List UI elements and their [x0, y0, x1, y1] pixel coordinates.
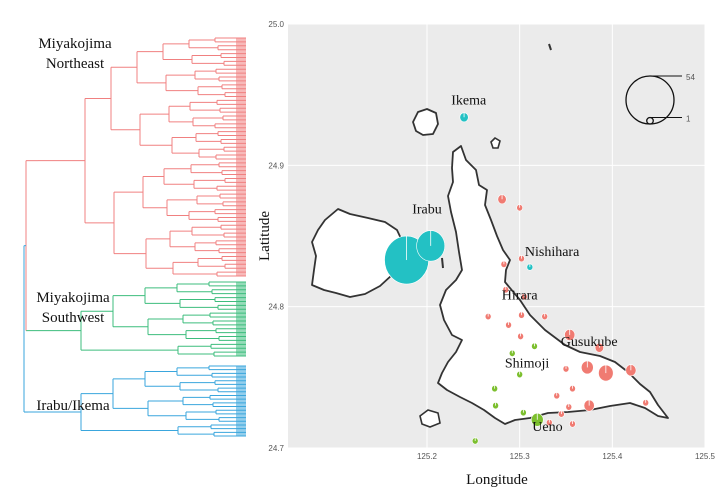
y-axis-label: Latitude — [257, 211, 273, 261]
islet-outline-4 — [419, 409, 441, 428]
islet-outline-1 — [490, 136, 501, 149]
x-axis-label: Longitude — [466, 472, 528, 488]
y-tick-label: 25.0 — [268, 20, 284, 29]
size-legend-label: 1 — [686, 114, 691, 123]
clade-label-southwest-line1: Miyakojima — [36, 290, 110, 306]
place-label: Irabu — [412, 202, 442, 217]
island-outlines — [311, 43, 669, 428]
islet-outline-2 — [548, 43, 552, 51]
clade-label-southwest-line2: Southwest — [42, 310, 105, 326]
dendrogram-tips — [236, 38, 246, 276]
clade-label-irabu-ikema: Irabu/Ikema — [36, 398, 110, 414]
x-tick-label: 125.4 — [602, 452, 623, 461]
axes: 125.2 125.3 125.4 125.5 24.7 24.8 24.9 25.0 — [268, 20, 715, 461]
place-label: Ikema — [451, 94, 487, 109]
x-tick-label: 125.5 — [695, 452, 716, 461]
y-tick-label: 24.9 — [268, 161, 284, 170]
irabu-island-outline — [311, 208, 405, 298]
x-tick-label: 125.2 — [417, 452, 438, 461]
place-label: Gusukube — [561, 335, 618, 350]
size-legend: 54 1 — [625, 73, 695, 125]
size-legend-label: 54 — [686, 73, 695, 82]
x-tick-label: 125.3 — [510, 452, 531, 461]
miyako-island-outline — [437, 145, 669, 425]
islet-outline-3 — [441, 257, 444, 269]
y-tick-label: 24.7 — [268, 444, 284, 453]
clade-label-northeast-line2: Northeast — [46, 56, 105, 72]
sample-pies — [384, 112, 649, 445]
ikema-island-outline — [412, 108, 439, 136]
dendrogram-tips — [236, 366, 246, 436]
place-label: Shimoji — [505, 356, 549, 371]
y-tick-label: 24.8 — [268, 303, 284, 312]
place-label: Hirara — [502, 289, 539, 304]
clade-label-northeast-line1: Miyakojima — [38, 36, 112, 52]
place-labels: Ikema Irabu Nishihara Hirara Gusukube Shimoji… — [412, 94, 617, 435]
dendrogram-tips — [236, 282, 246, 356]
place-label: Ueno — [532, 420, 562, 435]
dendrogram — [23, 37, 246, 437]
place-label: Nishihara — [525, 245, 580, 260]
